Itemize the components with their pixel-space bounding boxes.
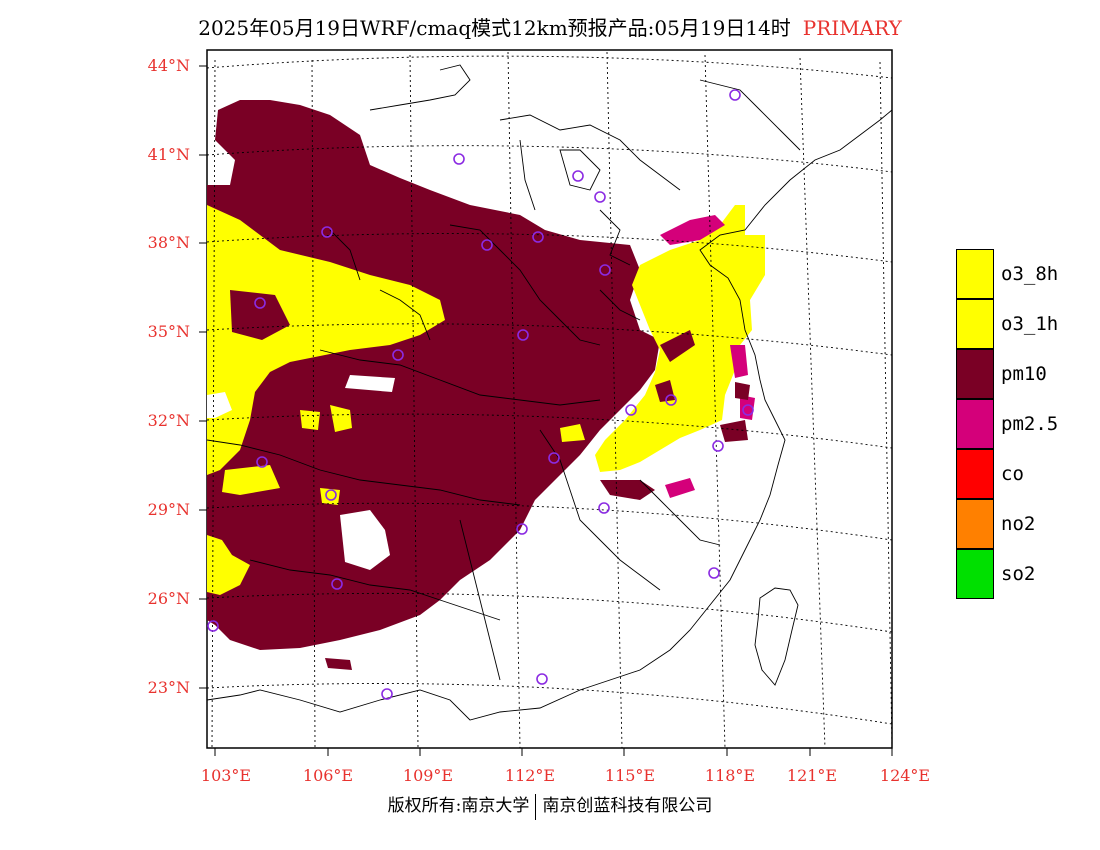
legend-label: o3_1h [1001,313,1059,335]
station-marker [665,394,677,406]
lon-tick-label: 109°E [402,766,454,785]
legend-label: pm2.5 [1001,413,1059,435]
legend-swatch [956,249,994,299]
station-marker [453,153,465,165]
legend-item-co: co [956,449,1096,499]
lon-tick-label: 106°E [302,766,354,785]
legend-swatch [956,499,994,549]
station-marker [331,578,343,590]
station-marker [625,404,637,416]
copyright-left: 版权所有:南京大学 [387,796,530,816]
lat-tick-label: 26°N [147,589,190,608]
o3-west-region [207,205,445,475]
legend-item-pm10: pm10 [956,349,1096,399]
copyright-footer: 版权所有:南京大学 南京创蓝科技有限公司 [0,791,1100,820]
legend-swatch [956,399,994,449]
legend-item-pm25: pm2.5 [956,399,1096,449]
station-marker [481,239,493,251]
station-marker [712,440,724,452]
station-marker [381,688,393,700]
station-markers [207,89,754,700]
station-marker [548,452,560,464]
lat-tick-label: 29°N [147,500,190,519]
lat-tick-label: 23°N [147,678,190,697]
legend-label: no2 [1001,513,1036,535]
legend-label: so2 [1001,563,1036,585]
lon-tick-label: 121°E [786,766,838,785]
pm10-region [207,100,660,650]
station-marker [536,673,548,685]
station-marker [599,264,611,276]
station-marker [532,231,544,243]
pollutant-fields [207,100,765,670]
station-marker [729,89,741,101]
station-marker [594,191,606,203]
station-marker [207,620,219,632]
station-marker [572,170,584,182]
lon-tick-label: 115°E [604,766,656,785]
map-title: 2025年05月19日WRF/cmaq模式12km预报产品:05月19日14时 P… [0,12,1100,41]
legend-swatch [956,299,994,349]
legend-swatch [956,449,994,499]
station-marker [392,349,404,361]
tick-marks [199,65,893,756]
boundaries [207,64,892,721]
legend-item-o3-8h: o3_8h [956,249,1096,299]
legend-label: o3_8h [1001,263,1059,285]
station-marker [254,297,266,309]
primary-tag: PRIMARY [802,16,902,40]
lat-tick-label: 44°N [147,56,190,75]
station-marker [321,226,333,238]
map-title-main: 2025年05月19日WRF/cmaq模式12km预报产品:05月19日14时 [198,16,791,40]
pm25-region [660,215,725,245]
station-marker [598,502,610,514]
station-marker [325,489,337,501]
legend-swatch [956,349,994,399]
lon-tick-label: 112°E [504,766,556,785]
lat-tick-label: 38°N [147,233,190,252]
footer-divider [535,793,537,820]
legend-swatch [956,549,994,599]
legend-label: pm10 [1001,363,1047,385]
station-marker [256,456,268,468]
lat-tick-label: 41°N [147,145,190,164]
lat-tick-label: 32°N [147,411,190,430]
station-marker [708,567,720,579]
legend-label: co [1001,463,1024,485]
copyright-right: 南京创蓝科技有限公司 [542,796,713,816]
legend-item-so2: so2 [956,549,1096,599]
lon-tick-label: 118°E [704,766,756,785]
station-marker [516,523,528,535]
lon-tick-label: 103°E [200,766,252,785]
station-marker [517,329,529,341]
station-marker [742,404,754,416]
legend-item-no2: no2 [956,499,1096,549]
graticule [207,51,892,748]
legend-item-o3-1h: o3_1h [956,299,1096,349]
lon-tick-label: 124°E [879,766,931,785]
lat-tick-label: 35°N [147,322,190,341]
